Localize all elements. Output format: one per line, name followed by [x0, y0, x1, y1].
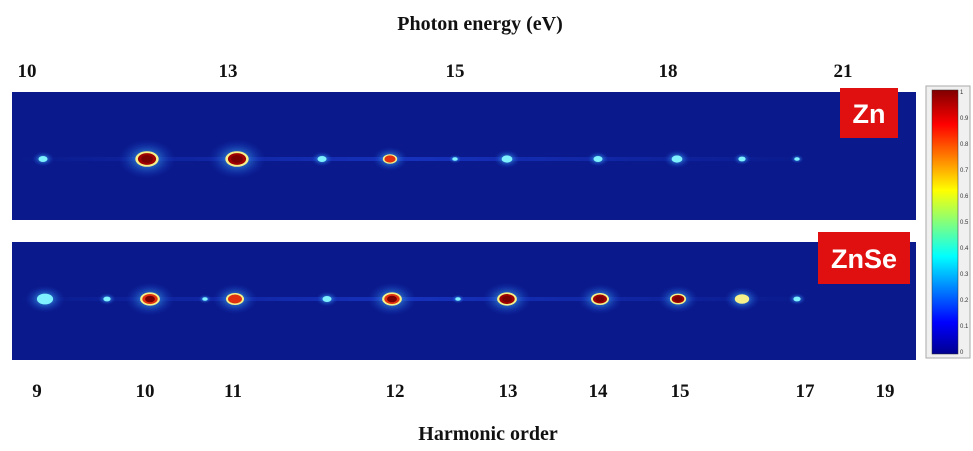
colorbar-tick-label: 0.9 [960, 116, 969, 122]
spot [38, 156, 48, 162]
colorbar-tick-label: 0.1 [960, 324, 969, 330]
spot [452, 157, 458, 161]
top-tick-label: 18 [659, 61, 678, 82]
spot [593, 156, 603, 162]
colorbar-tick-label: 0.7 [960, 168, 969, 174]
spot [671, 155, 683, 163]
colorbar-tick-label: 1 [960, 90, 964, 96]
bottom-tick-label: 11 [224, 381, 242, 402]
spot-core [228, 294, 242, 304]
panel-label: Zn [853, 99, 886, 129]
colorbar-tick-label: 0.5 [960, 220, 969, 226]
panel-label: ZnSe [831, 244, 897, 274]
spots [25, 139, 806, 316]
spot-center [595, 296, 605, 302]
spot [794, 157, 800, 161]
bottom-tick-label: 15 [671, 381, 690, 402]
colorbar-tick-label: 0.3 [960, 272, 969, 278]
streak [12, 157, 812, 161]
spot [36, 293, 54, 305]
spot-center [145, 295, 155, 303]
spot-center [673, 296, 683, 302]
colorbar-tick-label: 0.8 [960, 142, 969, 148]
bottom-tick-label: 19 [876, 381, 895, 402]
bottom-tick-label: 14 [589, 381, 609, 402]
spot-center [502, 295, 512, 303]
spot [793, 296, 801, 302]
top-tick-label: 10 [18, 61, 37, 82]
colorbar-tick-label: 0.4 [960, 246, 969, 252]
top-tick-label: 15 [446, 61, 465, 82]
spot-center [141, 155, 153, 163]
bottom-tick-label: 17 [796, 381, 816, 402]
spot [501, 155, 513, 163]
panel-tag [840, 88, 898, 138]
colorbar-tick-label: 0.6 [960, 194, 969, 200]
top-tick-label: 13 [219, 61, 238, 82]
top-tick-label: 21 [834, 61, 853, 82]
top-axis-title: Photon energy (eV) [397, 13, 563, 35]
spot-center [231, 155, 243, 163]
spot-center [387, 295, 397, 303]
panel-tag [818, 232, 910, 284]
colorbar [931, 89, 959, 355]
spot [322, 296, 332, 302]
spot [455, 297, 461, 301]
bottom-axis-title: Harmonic order [418, 423, 558, 445]
colorbar-tick-label: 0.2 [960, 298, 969, 304]
spot [103, 296, 111, 302]
bottom-tick-label: 12 [386, 381, 405, 402]
bottom-tick-label: 9 [32, 381, 42, 402]
bottom-tick-label: 10 [136, 381, 155, 402]
spot [202, 297, 208, 301]
colorbar-ticks: 1 0.9 0.8 0.7 0.6 0.5 0.4 0.3 0.2 0.1 0 [960, 90, 969, 356]
spot [738, 156, 746, 162]
spot [317, 156, 327, 162]
colorbar-tick-label: 0 [960, 350, 964, 356]
spot-core [384, 155, 396, 163]
spot [734, 294, 750, 304]
bottom-tick-label: 13 [499, 381, 518, 402]
